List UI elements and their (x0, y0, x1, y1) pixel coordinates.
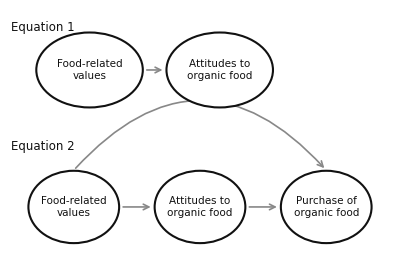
Text: Attitudes to
organic food: Attitudes to organic food (187, 59, 252, 81)
Text: Equation 2: Equation 2 (11, 140, 74, 153)
Ellipse shape (36, 32, 143, 107)
Ellipse shape (281, 171, 372, 243)
Text: Purchase of
organic food: Purchase of organic food (294, 196, 359, 218)
Ellipse shape (166, 32, 273, 107)
Text: Equation 1: Equation 1 (11, 21, 74, 34)
Ellipse shape (155, 171, 245, 243)
Ellipse shape (28, 171, 119, 243)
Text: Attitudes to
organic food: Attitudes to organic food (167, 196, 233, 218)
Text: Food-related
values: Food-related values (57, 59, 122, 81)
Text: Food-related
values: Food-related values (41, 196, 106, 218)
